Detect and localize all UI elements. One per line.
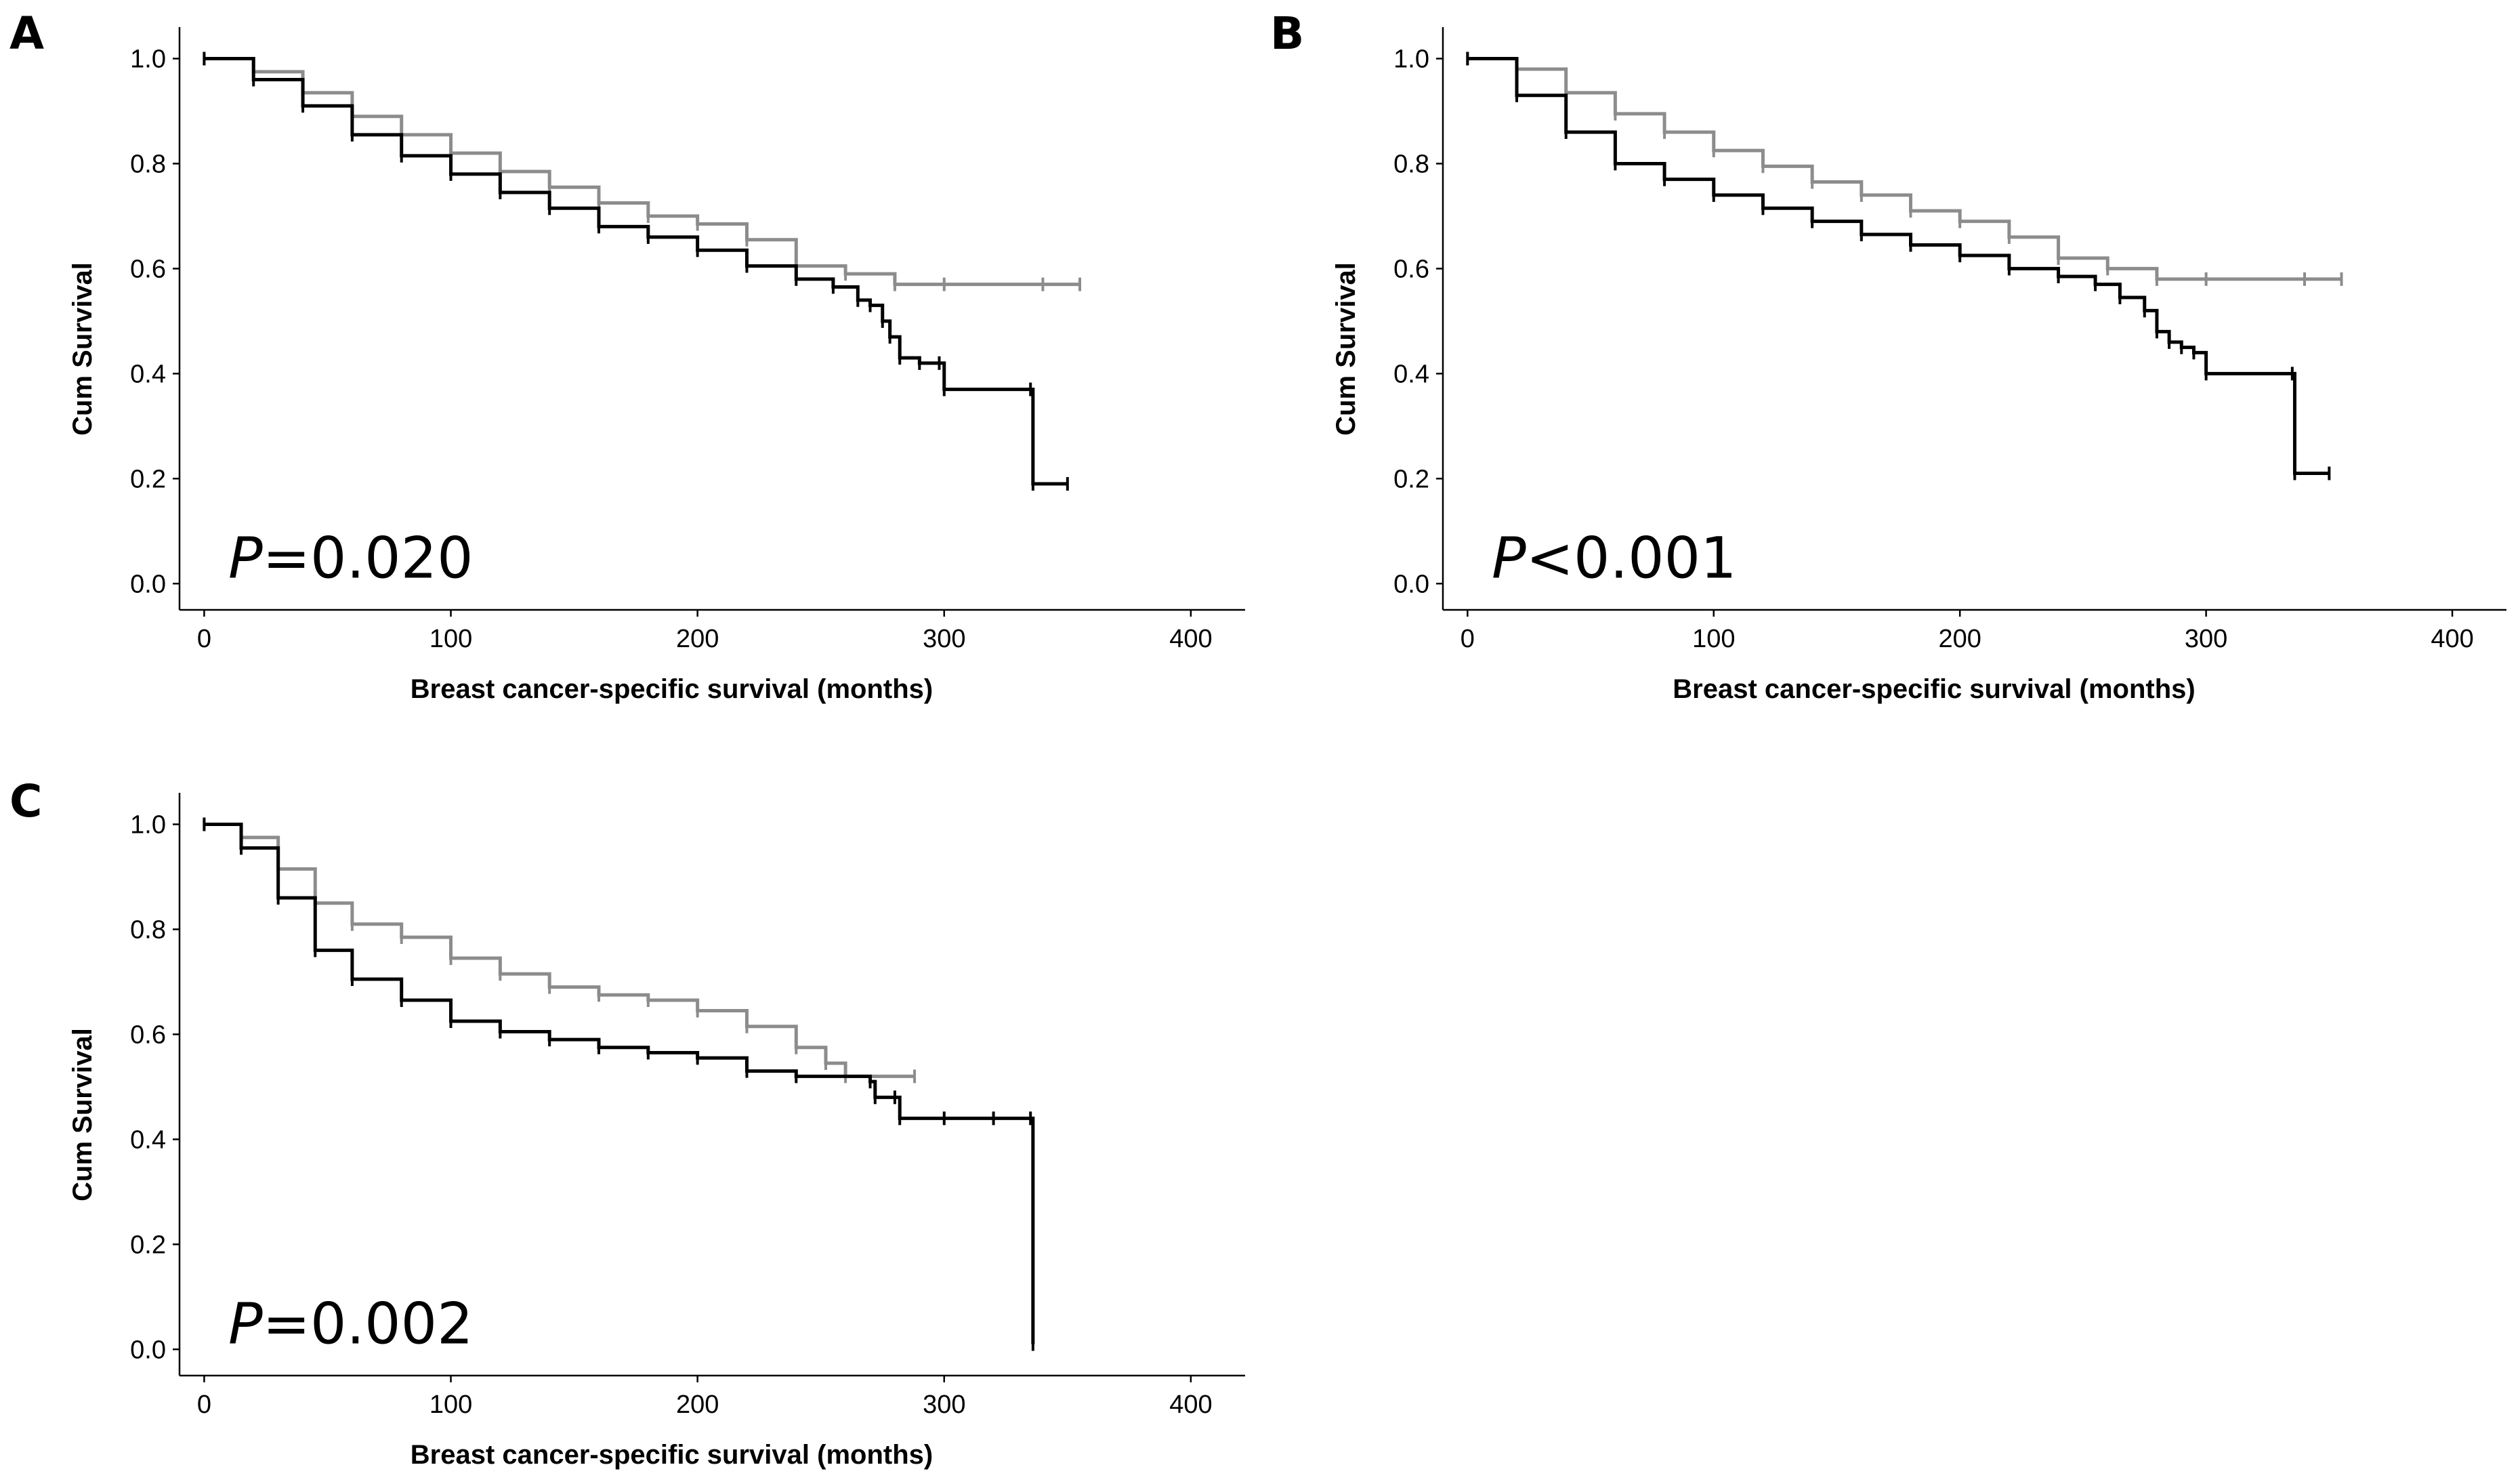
x-tick-label: 300 bbox=[923, 625, 965, 653]
x-tick-label: 400 bbox=[2431, 625, 2473, 653]
y-tick-label: 0.0 bbox=[1393, 570, 1429, 598]
y-axis-title: Cum Survival bbox=[68, 262, 98, 436]
x-tick-label: 0 bbox=[1461, 625, 1475, 653]
y-tick-label: 0.6 bbox=[130, 1021, 166, 1049]
x-tick-label: 100 bbox=[429, 1390, 472, 1419]
p-value-label: P=0.002 bbox=[228, 1290, 474, 1357]
y-tick-label: 0.6 bbox=[1393, 255, 1429, 283]
panel-letter: B bbox=[1270, 7, 1304, 60]
x-tick-label: 0 bbox=[197, 625, 211, 653]
x-tick-label: 400 bbox=[1169, 1390, 1212, 1419]
y-tick-label: 0.4 bbox=[130, 1126, 166, 1154]
x-tick-label: 100 bbox=[429, 625, 472, 653]
panel-letter: C bbox=[9, 775, 42, 827]
p-value: =0.002 bbox=[263, 1290, 474, 1357]
y-tick-label: 0.2 bbox=[130, 1231, 166, 1259]
y-tick-label: 0.2 bbox=[1393, 465, 1429, 493]
p-value: =0.020 bbox=[263, 524, 474, 591]
x-tick-label: 200 bbox=[1938, 625, 1981, 653]
p-value: <0.001 bbox=[1526, 524, 1737, 591]
y-tick-label: 1.0 bbox=[130, 810, 166, 839]
p-italic: P bbox=[1492, 524, 1526, 591]
x-axis-title: Breast cancer-specific survival (months) bbox=[1673, 674, 2195, 704]
x-tick-label: 300 bbox=[2185, 625, 2227, 653]
series-grey-line bbox=[1467, 56, 2342, 281]
y-tick-label: 1.0 bbox=[130, 45, 166, 73]
x-tick-label: 400 bbox=[1169, 625, 1212, 653]
panel-letter: A bbox=[9, 7, 44, 60]
y-tick-label: 1.0 bbox=[1393, 45, 1429, 73]
y-tick-label: 0.0 bbox=[130, 570, 166, 598]
x-tick-label: 300 bbox=[923, 1390, 965, 1419]
x-axis-title: Breast cancer-specific survival (months) bbox=[411, 674, 933, 704]
p-value-label: P<0.001 bbox=[1492, 524, 1737, 591]
panel-b: B 0.0 0.2 0.4 0.6 0.8 1.0 0 100 200 300 400 Breast c… bbox=[1270, 7, 2506, 704]
x-tick-label: 200 bbox=[676, 1390, 719, 1419]
y-tick-label: 0.4 bbox=[130, 360, 166, 388]
y-tick-label: 0.8 bbox=[1393, 150, 1429, 178]
y-tick-label: 0.2 bbox=[130, 465, 166, 493]
series-black-line bbox=[1467, 56, 2330, 476]
x-tick-label: 100 bbox=[1692, 625, 1735, 653]
y-tick-label: 0.4 bbox=[1393, 360, 1429, 388]
y-tick-label: 0.8 bbox=[130, 150, 166, 178]
x-axis-title: Breast cancer-specific survival (months) bbox=[411, 1440, 933, 1470]
p-italic: P bbox=[228, 1290, 263, 1357]
y-tick-label: 0.6 bbox=[130, 255, 166, 283]
x-tick-label: 0 bbox=[197, 1390, 211, 1419]
panel-a: A 0.0 0.2 0.4 0.6 0.8 1.0 0 100 200 300 400 Breast c… bbox=[9, 7, 1245, 704]
x-tick-label: 200 bbox=[676, 625, 719, 653]
p-italic: P bbox=[228, 524, 263, 591]
y-tick-label: 0.8 bbox=[130, 915, 166, 944]
panel-c: C 0.0 0.2 0.4 0.6 0.8 1.0 0 100 200 300 400 Breast c… bbox=[9, 775, 1245, 1470]
y-axis-title: Cum Survival bbox=[1331, 262, 1361, 436]
y-tick-label: 0.0 bbox=[130, 1336, 166, 1364]
series-grey-line bbox=[204, 56, 1080, 287]
p-value-label: P=0.020 bbox=[228, 524, 474, 591]
series-black-line bbox=[204, 56, 1068, 486]
y-axis-title: Cum Survival bbox=[68, 1028, 98, 1201]
